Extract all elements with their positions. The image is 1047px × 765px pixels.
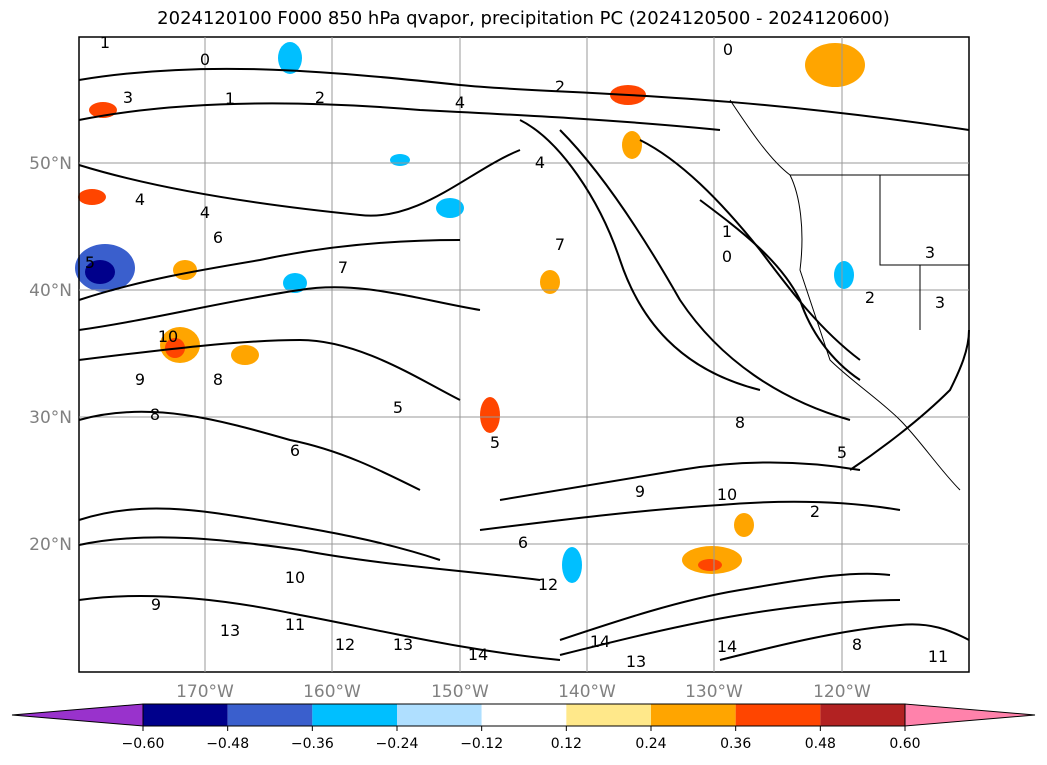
contour-label: 6 xyxy=(213,228,223,247)
contour-label: 9 xyxy=(151,595,161,614)
contour-label: 14 xyxy=(717,637,737,656)
precip-shading xyxy=(75,42,865,583)
contour-label: 5 xyxy=(837,443,847,462)
contour-label: 0 xyxy=(722,247,732,266)
colorbar-segment xyxy=(227,704,313,726)
longitude-labels: 170°W 160°W 150°W 140°W 130°W 120°W xyxy=(176,682,871,702)
contour-label: 2 xyxy=(315,88,325,107)
longitude-label: 140°W xyxy=(558,682,616,702)
contour-label: 7 xyxy=(555,235,565,254)
coastline xyxy=(729,99,969,491)
colorbar-tick-label: −0.36 xyxy=(291,736,334,752)
contour-label: 0 xyxy=(723,40,733,59)
colorbar-segment xyxy=(143,704,228,726)
latitude-labels: 50°N 40°N 30°N 20°N xyxy=(29,154,72,555)
longitude-label: 150°W xyxy=(431,682,489,702)
latitude-label: 40°N xyxy=(29,281,72,301)
contour-label: 8 xyxy=(150,405,160,424)
contour-label: 5 xyxy=(393,398,403,417)
map-frame xyxy=(78,36,970,673)
qvapor-contours xyxy=(78,67,970,661)
contour-label: 5 xyxy=(85,253,95,272)
longitude-label: 130°W xyxy=(685,682,743,702)
contour-label: 1 xyxy=(100,33,110,52)
contour-label: 11 xyxy=(285,615,305,634)
colorbar-tick-label: 0.48 xyxy=(805,736,836,752)
colorbar-tick-label: −0.48 xyxy=(206,736,249,752)
contour-label: 9 xyxy=(635,482,645,501)
colorbar-segment xyxy=(397,704,482,726)
colorbar-segment xyxy=(820,704,905,726)
contour-label: 11 xyxy=(928,647,948,666)
contour-label: 5 xyxy=(490,433,500,452)
contour-label: 8 xyxy=(852,635,862,654)
colorbar-tick-label: 0.60 xyxy=(889,736,920,752)
contour-label: 14 xyxy=(590,632,610,651)
contour-label: 4 xyxy=(135,190,145,209)
contour-label: 9 xyxy=(135,370,145,389)
contour-label: 4 xyxy=(535,153,545,172)
colorbar-outline xyxy=(142,703,906,727)
colorbar-segment xyxy=(566,704,651,726)
graticule xyxy=(79,37,969,672)
colorbar-tick-label: −0.24 xyxy=(376,736,419,752)
contour-label: 3 xyxy=(925,243,935,262)
contour-label: 3 xyxy=(935,293,945,312)
colorbar-tick-label: 0.36 xyxy=(720,736,751,752)
contour-label: 10 xyxy=(717,485,737,504)
contour-label: 0 xyxy=(200,50,210,69)
contour-label: 10 xyxy=(158,327,178,346)
contour-label: 13 xyxy=(626,652,646,671)
latitude-label: 20°N xyxy=(29,535,72,555)
colorbar-tick-label: 0.24 xyxy=(635,736,666,752)
contour-label: 13 xyxy=(220,621,240,640)
colorbar-tick-label: −0.60 xyxy=(122,736,165,752)
contour-label: 10 xyxy=(285,568,305,587)
map-title: 2024120100 F000 850 hPa qvapor, precipit… xyxy=(157,8,890,29)
contour-label: 2 xyxy=(810,502,820,521)
contour-label: 4 xyxy=(200,203,210,222)
contour-label: 12 xyxy=(335,635,355,654)
contour-label: 2 xyxy=(865,288,875,307)
colorbar-tick-label: −0.12 xyxy=(460,736,503,752)
latitude-label: 30°N xyxy=(29,408,72,428)
contour-label: 14 xyxy=(468,645,488,664)
colorbar: −0.60 −0.48 −0.36 −0.24 −0.12 0.12 0.24 0.36 0.4… xyxy=(11,703,1036,752)
contour-label: 6 xyxy=(518,533,528,552)
contour-label: 1 xyxy=(225,89,235,108)
colorbar-extend-high xyxy=(904,703,1036,727)
contour-label: 13 xyxy=(393,635,413,654)
contour-label: 1 xyxy=(722,222,732,241)
contour-label: 8 xyxy=(213,370,223,389)
contour-label: 7 xyxy=(338,258,348,277)
colorbar-extend-low xyxy=(11,703,144,727)
colorbar-tick-label: 0.12 xyxy=(551,736,582,752)
contour-label: 12 xyxy=(538,575,558,594)
contour-label: 6 xyxy=(290,441,300,460)
contour-label: 2 xyxy=(555,77,565,96)
longitude-label: 160°W xyxy=(303,682,361,702)
latitude-label: 50°N xyxy=(29,154,72,174)
colorbar-segment xyxy=(735,704,821,726)
contour-label: 8 xyxy=(735,413,745,432)
colorbar-segment xyxy=(651,704,736,726)
longitude-label: 120°W xyxy=(813,682,871,702)
longitude-label: 170°W xyxy=(176,682,234,702)
colorbar-segment xyxy=(481,704,567,726)
contour-label: 4 xyxy=(455,93,465,112)
colorbar-segment xyxy=(312,704,397,726)
contour-label: 3 xyxy=(123,88,133,107)
